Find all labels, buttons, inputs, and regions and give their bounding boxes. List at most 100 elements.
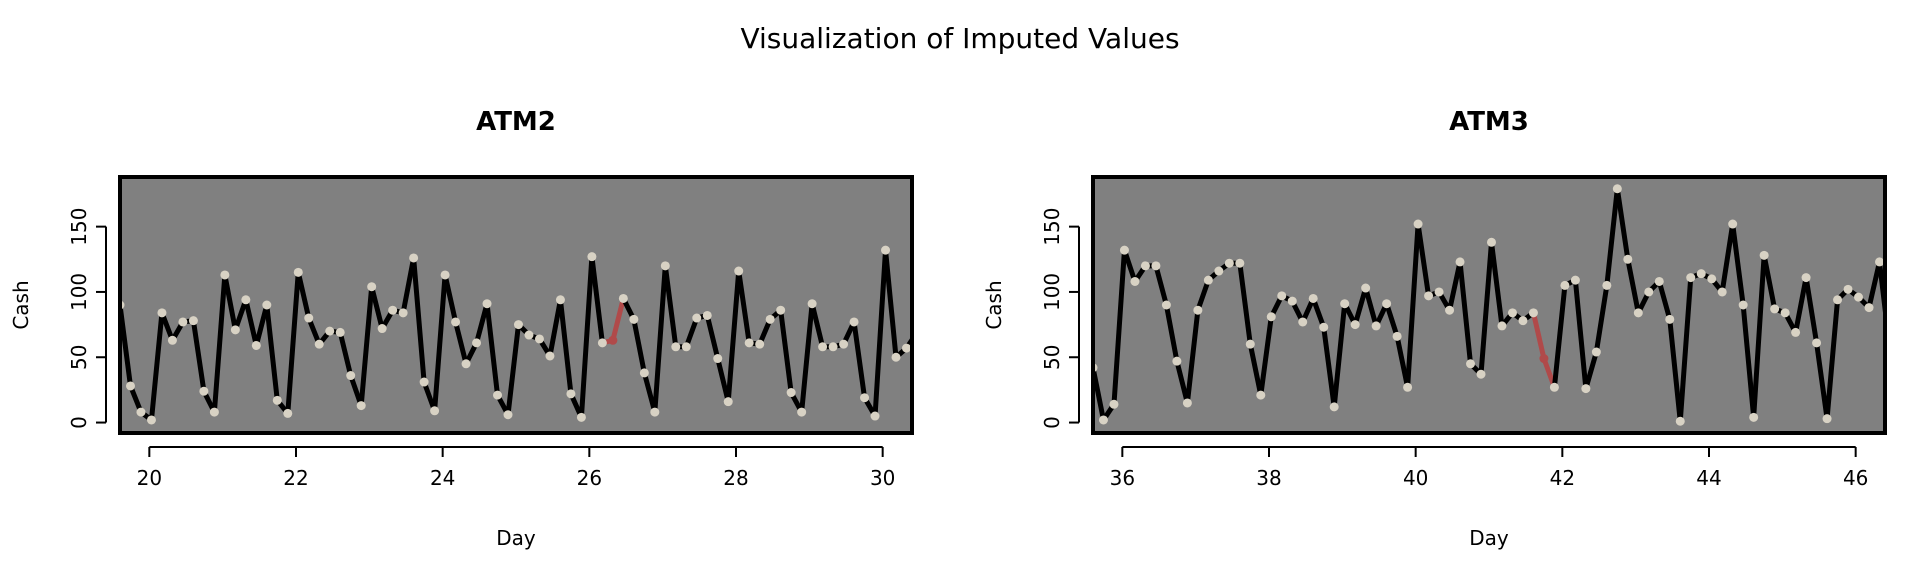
chart-panel-0: ATM2 20 22 24 26 28 30 0 50 100 150 Day Cash (9, 107, 914, 550)
series-segment (1824, 297, 1841, 422)
series-segment (778, 307, 794, 396)
data-point (881, 245, 891, 255)
data-point (1361, 283, 1371, 293)
data-point (1833, 295, 1843, 305)
data-point (891, 352, 901, 362)
data-point (1780, 308, 1790, 318)
data-point (1633, 308, 1643, 318)
x-tick-label: 24 (430, 466, 455, 490)
data-point (1875, 257, 1884, 267)
data-point (430, 406, 440, 416)
x-tick-label: 38 (1256, 466, 1281, 490)
series-segment (211, 272, 228, 415)
data-point (1717, 287, 1727, 297)
data-point (1707, 274, 1717, 284)
data-point (1445, 305, 1455, 315)
series-segment (1195, 277, 1211, 313)
data-point (125, 381, 135, 391)
data-point (534, 334, 544, 344)
data-point (1822, 414, 1832, 424)
data-point (367, 282, 377, 292)
data-point (1140, 261, 1150, 271)
data-point (1319, 322, 1329, 332)
data-point (1644, 287, 1654, 297)
plot-series (1093, 184, 1885, 426)
data-point (1161, 300, 1171, 310)
data-point (734, 266, 744, 276)
data-point (1277, 291, 1287, 301)
data-point (188, 316, 198, 326)
data-point (1466, 359, 1476, 369)
data-point (136, 407, 146, 417)
y-tick-label: 50 (1040, 345, 1064, 370)
x-tick-label: 26 (577, 466, 602, 490)
data-point (1109, 399, 1119, 409)
data-point (618, 293, 628, 303)
x-tick-label: 28 (723, 466, 748, 490)
data-point (157, 308, 167, 318)
imputed-point (608, 335, 618, 345)
series-segment (1321, 324, 1337, 410)
data-point (1193, 305, 1203, 315)
data-point (828, 342, 838, 352)
series-segment (442, 272, 459, 325)
data-point (566, 389, 576, 399)
data-point (797, 407, 807, 417)
data-point (765, 314, 775, 324)
data-point (346, 371, 356, 381)
series-segment (295, 269, 312, 321)
series-segment (505, 322, 521, 418)
series-segment (1258, 314, 1274, 398)
x-axis-label: Day (1469, 526, 1509, 550)
data-point (1612, 184, 1622, 194)
data-point (1403, 382, 1413, 392)
data-point (1686, 273, 1696, 283)
series-segment (1614, 186, 1631, 262)
series-segment (851, 319, 868, 401)
series-segment (1572, 277, 1589, 392)
data-point (660, 261, 670, 271)
data-point (1738, 300, 1748, 310)
data-point (849, 317, 859, 327)
data-point (1581, 384, 1591, 394)
data-point (1214, 266, 1224, 276)
series-segment (1761, 252, 1778, 312)
data-point (1382, 299, 1392, 309)
series-segment (1730, 221, 1746, 308)
data-point (146, 415, 156, 425)
series-segment (1121, 247, 1138, 284)
series-segment (243, 297, 259, 348)
data-point (1675, 416, 1685, 426)
data-point (818, 342, 828, 352)
data-point (1770, 304, 1780, 314)
y-tick-label: 100 (1040, 273, 1064, 311)
series-segment (222, 272, 238, 333)
data-point (503, 410, 513, 420)
data-point (1392, 331, 1402, 341)
series-segment (652, 263, 668, 415)
data-point (639, 368, 649, 378)
data-point (513, 320, 523, 330)
series-segment (1583, 349, 1599, 392)
data-point (587, 252, 597, 262)
data-point (1329, 402, 1339, 412)
series-segment (1363, 285, 1379, 329)
data-point (461, 359, 471, 369)
data-point (1528, 308, 1538, 318)
data-point (1623, 254, 1633, 264)
series-segment (127, 383, 144, 415)
series-segment (547, 297, 563, 359)
series-segment (872, 247, 889, 419)
series-segment (1174, 358, 1190, 406)
series-segment (306, 315, 322, 347)
series-segment (799, 301, 815, 415)
plot-background (120, 177, 912, 433)
series-segment (631, 316, 647, 376)
data-point (167, 335, 177, 345)
data-point (702, 310, 712, 320)
data-point (1413, 219, 1423, 229)
series-segment (1793, 275, 1809, 335)
data-point (1203, 275, 1213, 285)
data-point (1340, 299, 1350, 309)
